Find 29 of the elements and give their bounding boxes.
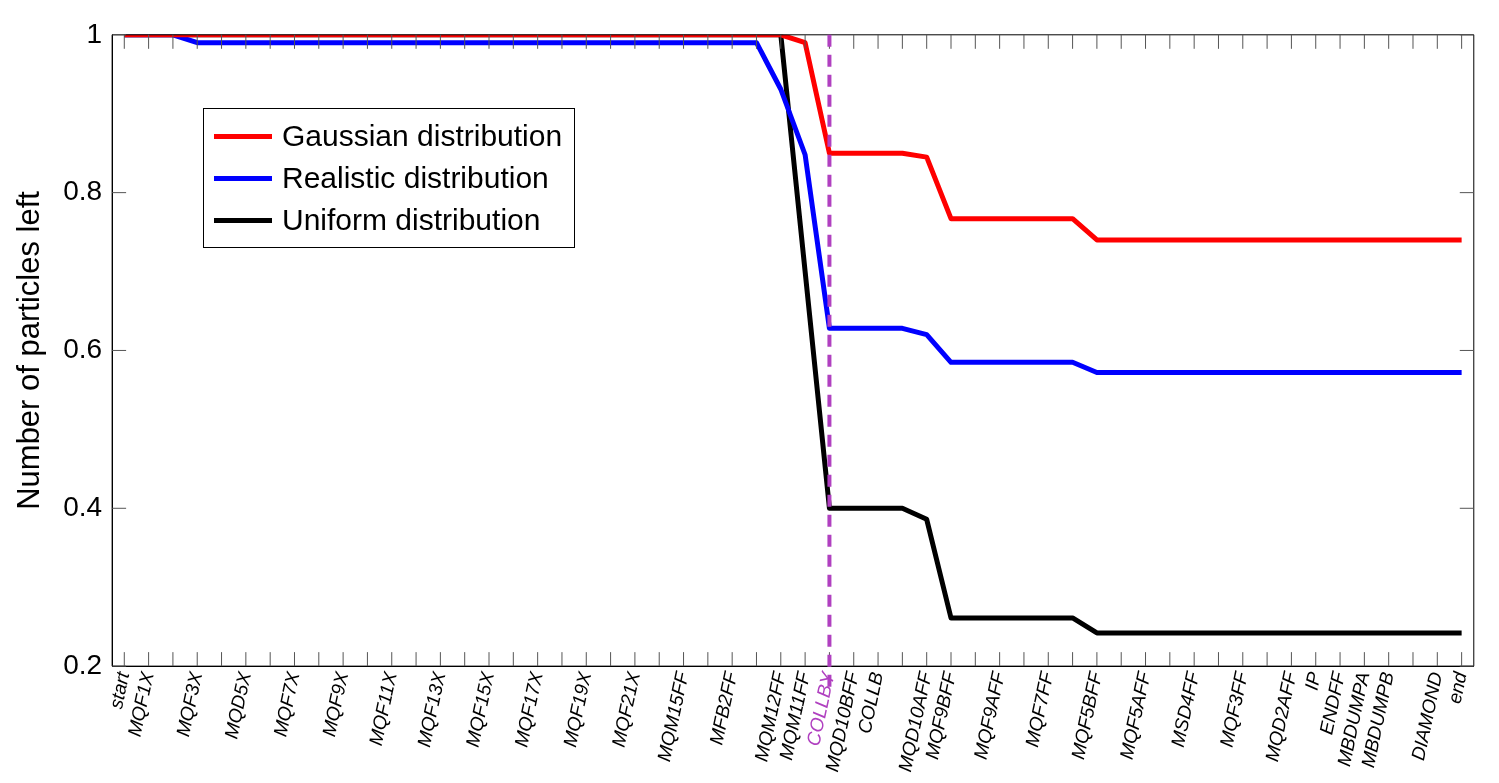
legend-label: Realistic distribution — [282, 160, 549, 196]
x-tick-label: MQF17X — [510, 668, 547, 749]
y-tick-label: 0.2 — [63, 648, 103, 680]
x-tick-label: MQF3FF — [1215, 668, 1253, 749]
x-tick-label: MQD5X — [220, 668, 256, 741]
x-tick-label: MQF15X — [461, 668, 499, 749]
x-tick-label: MQF13X — [413, 668, 450, 749]
legend-label: Uniform distribution — [282, 202, 541, 238]
y-tick-label: 0.8 — [63, 175, 103, 207]
x-tick-label: MQF19X — [559, 668, 596, 749]
x-tick-label: MQF11X — [364, 668, 402, 748]
x-tick-label: MQD2AFF — [1261, 668, 1301, 764]
x-tick-label: IP — [1300, 669, 1325, 692]
x-tick-label: MQF7X — [269, 668, 304, 739]
x-tick-label: MQM15FF — [653, 668, 693, 764]
y-tick-label: 1 — [86, 17, 103, 49]
x-tick-label: MQF9X — [318, 668, 353, 739]
x-tick-label: MQF5BFF — [1067, 668, 1107, 762]
x-tick-label: MQF5AFF — [1115, 668, 1155, 762]
legend-label: Gaussian distribution — [282, 118, 563, 154]
x-tick-label: MFB2FF — [705, 668, 742, 747]
x-tick-label: MQF3X — [172, 668, 207, 739]
x-tick-label: MQF9AFF — [969, 668, 1009, 762]
y-tick-label: 0.4 — [63, 491, 103, 523]
x-tick-label: MQF7FF — [1021, 668, 1058, 749]
x-tick-label: MQF21X — [607, 668, 645, 749]
y-tick-label: 0.6 — [63, 333, 103, 365]
y-axis-title: Number of particles left — [11, 190, 47, 510]
x-tick-label: MSD4FF — [1166, 668, 1204, 749]
